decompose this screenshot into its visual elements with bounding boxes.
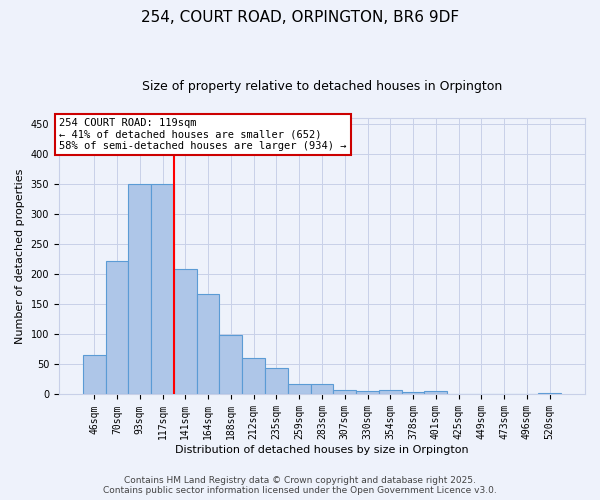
Text: 254 COURT ROAD: 119sqm
← 41% of detached houses are smaller (652)
58% of semi-de: 254 COURT ROAD: 119sqm ← 41% of detached… xyxy=(59,118,346,151)
Bar xyxy=(220,335,242,394)
Y-axis label: Number of detached properties: Number of detached properties xyxy=(15,168,25,344)
X-axis label: Distribution of detached houses by size in Orpington: Distribution of detached houses by size … xyxy=(175,445,469,455)
Title: Size of property relative to detached houses in Orpington: Size of property relative to detached ho… xyxy=(142,80,502,93)
Bar xyxy=(197,294,220,394)
Bar xyxy=(242,358,265,394)
Bar xyxy=(334,390,356,394)
Bar xyxy=(288,384,311,394)
Bar xyxy=(379,390,401,394)
Text: 254, COURT ROAD, ORPINGTON, BR6 9DF: 254, COURT ROAD, ORPINGTON, BR6 9DF xyxy=(141,10,459,25)
Bar xyxy=(128,184,151,394)
Bar xyxy=(424,392,447,394)
Text: Contains HM Land Registry data © Crown copyright and database right 2025.
Contai: Contains HM Land Registry data © Crown c… xyxy=(103,476,497,495)
Bar xyxy=(151,184,174,394)
Bar xyxy=(265,368,288,394)
Bar xyxy=(356,391,379,394)
Bar xyxy=(401,392,424,394)
Bar xyxy=(538,392,561,394)
Bar xyxy=(311,384,334,394)
Bar xyxy=(83,356,106,395)
Bar xyxy=(106,261,128,394)
Bar xyxy=(174,270,197,394)
